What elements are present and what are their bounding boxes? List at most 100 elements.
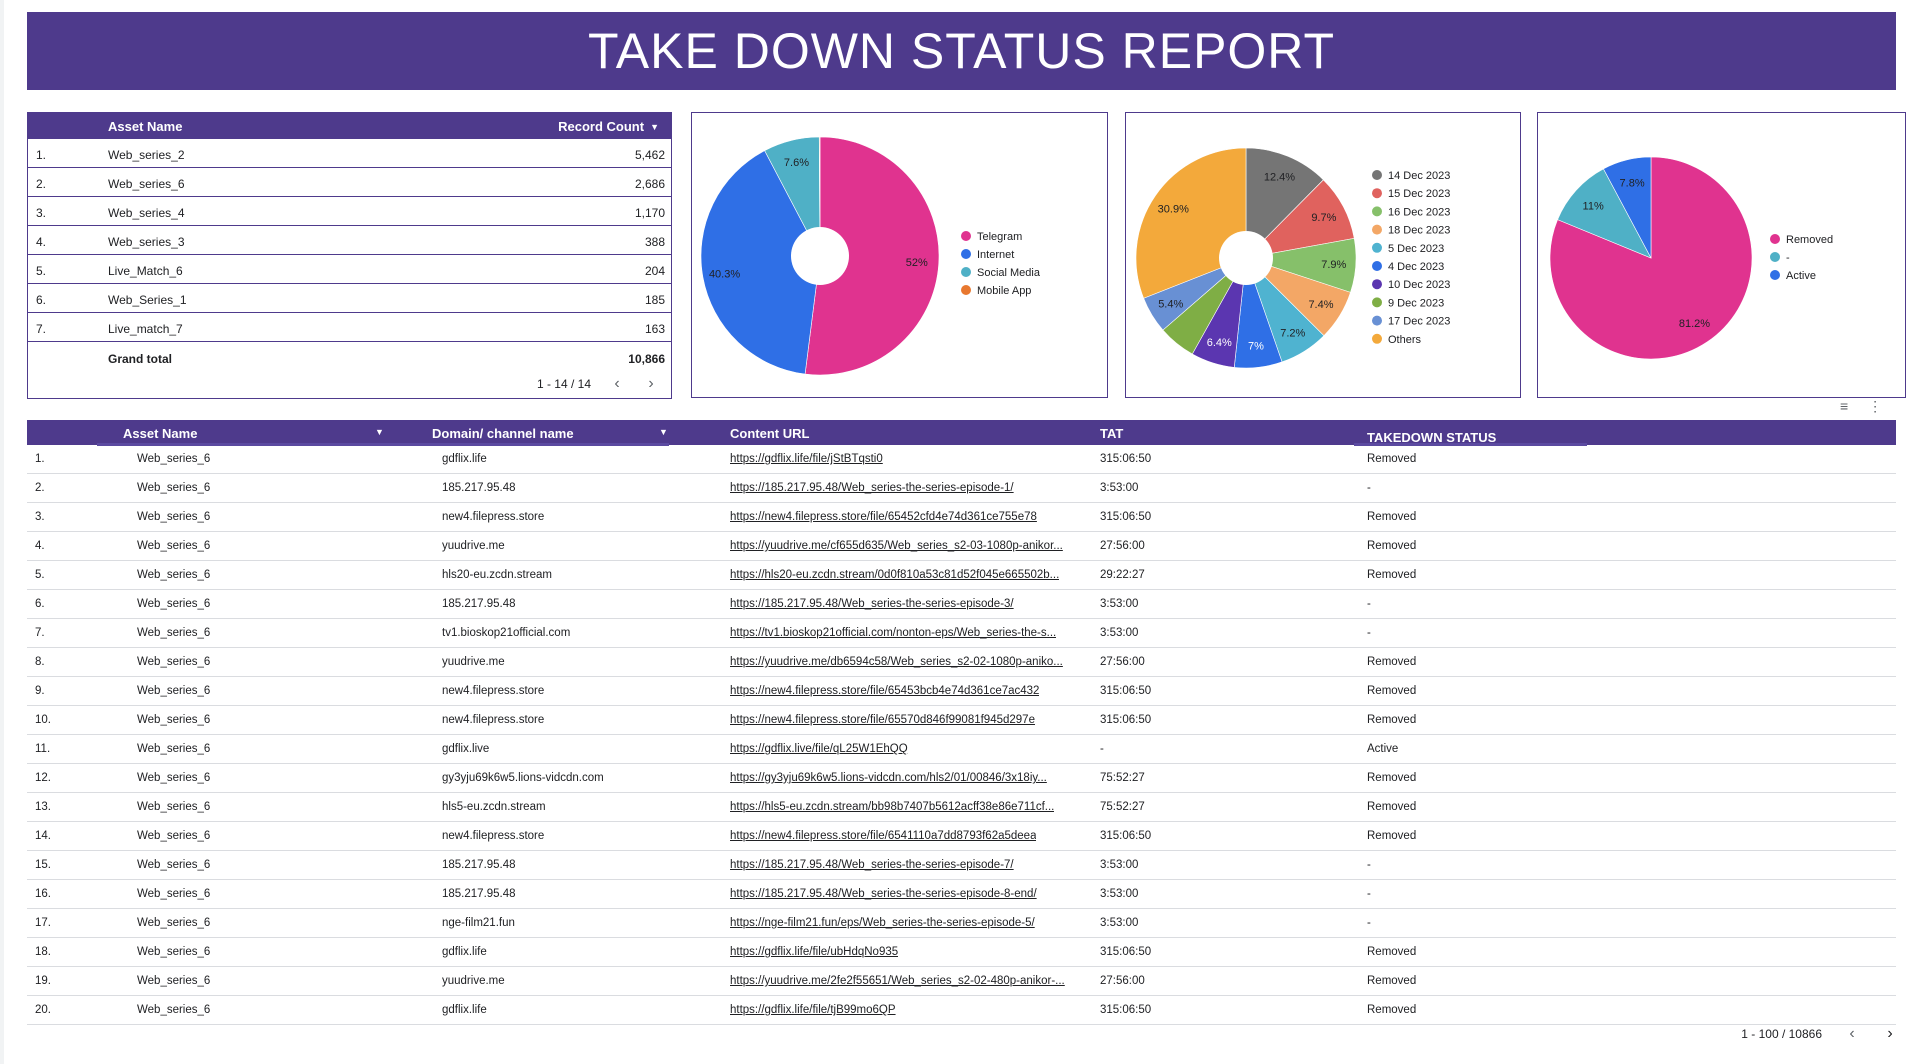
- content-url-link[interactable]: https://new4.filepress.store/file/654111…: [730, 830, 1037, 842]
- legend-label[interactable]: 4 Dec 2023: [1388, 261, 1444, 273]
- legend-label[interactable]: 15 Dec 2023: [1388, 188, 1450, 200]
- content-url-link[interactable]: https://185.217.95.48/Web_series-the-ser…: [730, 482, 1014, 494]
- pie-slice-active[interactable]: [1603, 156, 1652, 259]
- pie-data-label: 9.7%: [1311, 212, 1336, 224]
- content-url-link[interactable]: https://gdflix.life/file/jStBTqsti0: [730, 453, 883, 465]
- chevron-left-icon[interactable]: ‹: [614, 375, 620, 392]
- table-row[interactable]: 1. Web_series_6 gdflix.life https://gdflix.…: [27, 445, 1896, 474]
- legend-label[interactable]: 14 Dec 2023: [1388, 170, 1450, 182]
- table-row[interactable]: 8. Web_series_6 yuudrive.me https://yuudriv…: [27, 648, 1896, 677]
- content-url-link[interactable]: https://hls5-eu.zcdn.stream/bb98b7407b56…: [730, 801, 1055, 813]
- table-row[interactable]: 4. Web_series_6 yuudrive.me https://yuudriv…: [27, 532, 1896, 561]
- channel-pie-chart[interactable]: 52% 40.3% 7.6% Telegram Internet Social Media…: [691, 112, 1108, 398]
- table-row[interactable]: 14. Web_series_6 new4.filepress.store https…: [27, 822, 1896, 851]
- table-row[interactable]: 9. Web_series_6 new4.filepress.store https:…: [27, 677, 1896, 706]
- asset-name-header[interactable]: Asset Name: [108, 119, 183, 134]
- domain-dropdown-icon[interactable]: ▼: [659, 427, 668, 437]
- summary-row[interactable]: 2. Web_series_6 2,686: [28, 168, 671, 197]
- asset-dropdown-icon[interactable]: ▼: [375, 427, 384, 437]
- record-count-header[interactable]: Record Count ▼: [558, 119, 659, 134]
- content-url-link[interactable]: https://gy3yju69k6w5.lions-vidcdn.com/hl…: [730, 772, 1047, 784]
- legend-label[interactable]: Mobile App: [977, 285, 1031, 297]
- table-row[interactable]: 11. Web_series_6 gdflix.live https://gdflix…: [27, 735, 1896, 764]
- table-row[interactable]: 2. Web_series_6 185.217.95.48 https://185.2…: [27, 474, 1896, 503]
- row-index: 20.: [35, 1004, 51, 1016]
- summary-row[interactable]: 5. Live_Match_6 204: [28, 255, 671, 284]
- content-url-link[interactable]: https://yuudrive.me/db6594c58/Web_series…: [730, 656, 1063, 668]
- content-url-link[interactable]: https://new4.filepress.store/file/65453b…: [730, 685, 1040, 697]
- content-url-link[interactable]: https://185.217.95.48/Web_series-the-ser…: [730, 888, 1037, 900]
- summary-row[interactable]: 3. Web_series_4 1,170: [28, 197, 671, 226]
- legend-label[interactable]: Telegram: [977, 231, 1022, 243]
- pie-slice-14-dec-2023[interactable]: [1245, 147, 1324, 259]
- legend-label[interactable]: 18 Dec 2023: [1388, 225, 1450, 237]
- legend-label[interactable]: 10 Dec 2023: [1388, 279, 1450, 291]
- content-url-link[interactable]: https://yuudrive.me/2fe2f55651/Web_serie…: [730, 975, 1065, 987]
- table-row[interactable]: 19. Web_series_6 yuudrive.me https://yuudri…: [27, 967, 1896, 996]
- summary-table-header: Asset Name Record Count ▼: [28, 113, 671, 139]
- legend-label[interactable]: Removed: [1786, 234, 1833, 246]
- table-row[interactable]: 6. Web_series_6 185.217.95.48 https://185.2…: [27, 590, 1896, 619]
- pie-slice-others[interactable]: [1135, 147, 1247, 299]
- table-row[interactable]: 13. Web_series_6 hls5-eu.zcdn.stream https:…: [27, 793, 1896, 822]
- col-asset-name[interactable]: Asset Name: [123, 426, 198, 441]
- legend-label[interactable]: Internet: [977, 249, 1014, 261]
- content-url-link[interactable]: https://new4.filepress.store/file/65452c…: [730, 511, 1037, 523]
- summary-row[interactable]: 6. Web_Series_1 185: [28, 284, 671, 313]
- status-cell: Removed: [1367, 801, 1417, 813]
- legend-label[interactable]: -: [1786, 252, 1790, 264]
- table-row[interactable]: 3. Web_series_6 new4.filepress.store https:…: [27, 503, 1896, 532]
- sort-desc-icon[interactable]: ▼: [650, 121, 659, 132]
- legend-label[interactable]: Active: [1786, 270, 1816, 282]
- content-url-link[interactable]: https://new4.filepress.store/file/65570d…: [730, 714, 1035, 726]
- pie-slice-internet[interactable]: [700, 150, 821, 375]
- pie-slice--[interactable]: [1557, 168, 1652, 259]
- table-row[interactable]: 5. Web_series_6 hls20-eu.zcdn.stream https:…: [27, 561, 1896, 590]
- summary-row[interactable]: 1. Web_series_2 5,462: [28, 139, 671, 168]
- content-url-link[interactable]: https://185.217.95.48/Web_series-the-ser…: [730, 859, 1014, 871]
- table-row[interactable]: 7. Web_series_6 tv1.bioskop21official.com h…: [27, 619, 1896, 648]
- content-url-link[interactable]: https://tv1.bioskop21official.com/nonton…: [730, 627, 1057, 639]
- legend-label[interactable]: 9 Dec 2023: [1388, 297, 1444, 309]
- status-pie-chart[interactable]: 81.2% 11% 7.8% Removed - Active: [1537, 112, 1906, 398]
- content-url-link[interactable]: https://gdflix.life/file/ubHdqNo935: [730, 946, 899, 958]
- chevron-left-icon[interactable]: ‹: [1849, 1025, 1855, 1042]
- chevron-right-icon[interactable]: ›: [648, 375, 654, 392]
- table-row[interactable]: 17. Web_series_6 nge-film21.fun https://nge…: [27, 909, 1896, 938]
- table-row[interactable]: 12. Web_series_6 gy3yju69k6w5.lions-vidcdn…: [27, 764, 1896, 793]
- pie-slice-mobile-app[interactable]: [818, 136, 821, 257]
- summary-row[interactable]: 7. Live_match_7 163: [28, 313, 671, 342]
- summary-row[interactable]: 4. Web_series_3 388: [28, 226, 671, 255]
- col-takedown-status[interactable]: TAKEDOWN STATUS: [1367, 430, 1497, 445]
- table-row[interactable]: 15. Web_series_6 185.217.95.48 https://185.…: [27, 851, 1896, 880]
- content-url-link[interactable]: https://185.217.95.48/Web_series-the-ser…: [730, 598, 1014, 610]
- content-url-link[interactable]: https://gdflix.live/file/qL25W1EhQQ: [730, 743, 908, 755]
- col-domain[interactable]: Domain/ channel name: [432, 426, 574, 441]
- table-row[interactable]: 20. Web_series_6 gdflix.life https://gdflix…: [27, 996, 1896, 1025]
- legend-label[interactable]: 16 Dec 2023: [1388, 206, 1450, 218]
- domain-cell: gdflix.life: [442, 946, 487, 958]
- record-count-cell: 204: [644, 264, 665, 278]
- pie-slice-telegram[interactable]: [804, 136, 940, 376]
- legend-label[interactable]: 5 Dec 2023: [1388, 243, 1444, 255]
- asset-name-cell: Web_series_6: [137, 801, 211, 813]
- more-vert-icon[interactable]: ⋮: [1868, 398, 1883, 414]
- table-row[interactable]: 16. Web_series_6 185.217.95.48 https://185.…: [27, 880, 1896, 909]
- content-url-link[interactable]: https://hls20-eu.zcdn.stream/0d0f810a53c…: [730, 569, 1060, 581]
- chevron-right-icon[interactable]: ›: [1887, 1025, 1893, 1042]
- filter-icon[interactable]: ≡: [1840, 398, 1849, 414]
- date-pie-chart[interactable]: 12.4% 9.7% 7.9% 7.4% 7.2% 7% 6.4% 5.4% 30.9% 14 D…: [1125, 112, 1521, 398]
- table-row[interactable]: 18. Web_series_6 gdflix.life https://gdflix…: [27, 938, 1896, 967]
- content-url-link[interactable]: https://yuudrive.me/cf655d635/Web_series…: [730, 540, 1063, 552]
- content-url-link[interactable]: https://gdflix.life/file/tjB99mo6QP: [730, 1004, 896, 1016]
- content-url-link[interactable]: https://nge-film21.fun/eps/Web_series-th…: [730, 917, 1035, 929]
- row-index: 4.: [35, 540, 45, 552]
- legend-label[interactable]: 17 Dec 2023: [1388, 316, 1450, 328]
- col-content-url[interactable]: Content URL: [730, 426, 810, 441]
- domain-cell: hls5-eu.zcdn.stream: [442, 801, 546, 813]
- table-row[interactable]: 10. Web_series_6 new4.filepress.store https…: [27, 706, 1896, 735]
- legend-label[interactable]: Social Media: [977, 267, 1041, 279]
- legend-label[interactable]: Others: [1388, 334, 1422, 346]
- col-tat[interactable]: TAT: [1100, 426, 1124, 441]
